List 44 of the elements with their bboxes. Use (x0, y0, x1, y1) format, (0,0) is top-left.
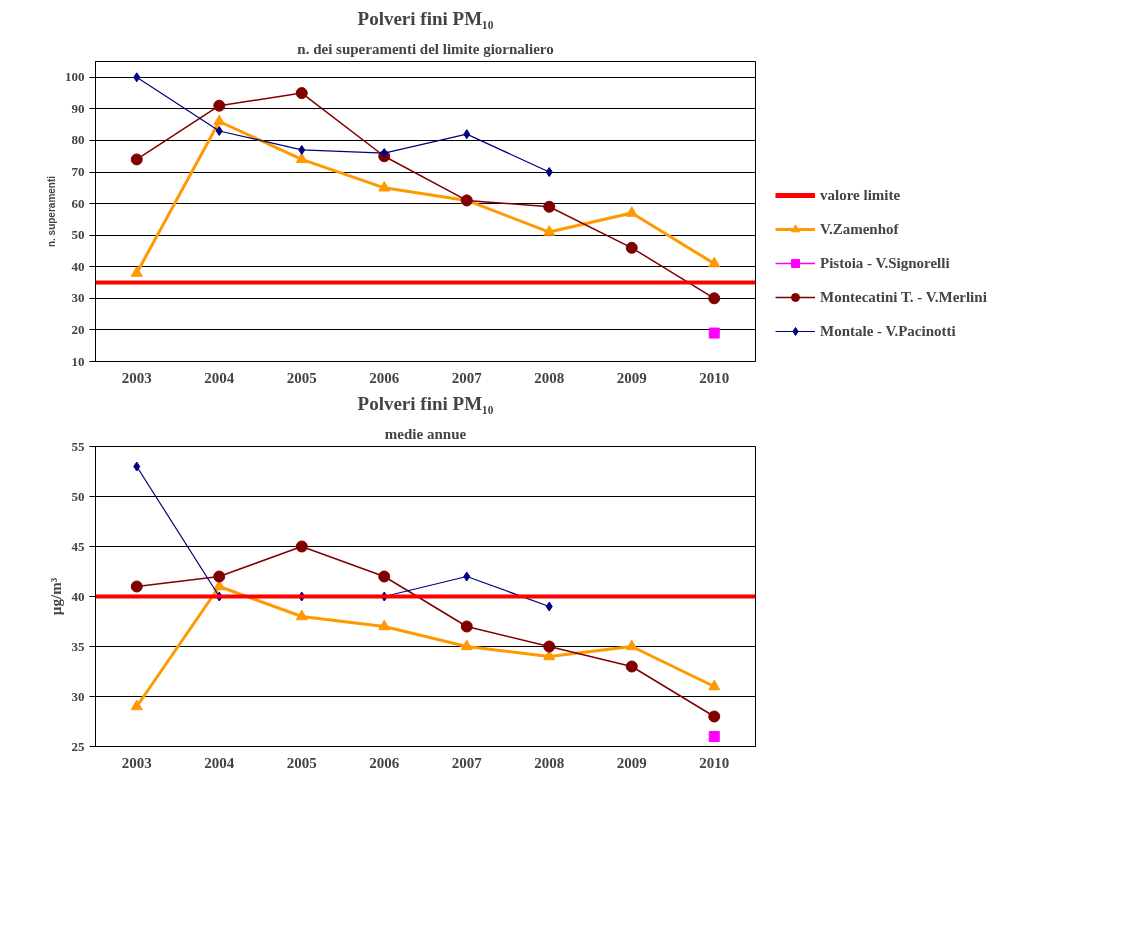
legend-label: valore limite (820, 186, 901, 204)
x-tick-label: 2009 (616, 754, 647, 771)
y-tick-label: 50 (71, 488, 85, 504)
x-tick-label: 2007 (451, 369, 483, 386)
chart-subtitle: medie annue (384, 425, 467, 442)
y-tick-label: 50 (71, 227, 85, 243)
y-tick-label: 45 (71, 538, 85, 554)
x-tick-label: 2004 (204, 754, 235, 771)
y-tick-label: 55 (71, 438, 85, 454)
y-tick-label: 20 (71, 321, 85, 337)
chart-title: Polveri fini PM₁₀ (357, 7, 494, 29)
chart-title: Polveri fini PM₁₀ (357, 392, 494, 414)
x-tick-label: 2007 (451, 754, 483, 771)
y-tick-label: 30 (71, 290, 85, 306)
x-tick-label: 2010 (699, 754, 730, 771)
y-tick-label: 70 (71, 164, 85, 180)
x-tick-label: 2003 (121, 754, 152, 771)
x-tick-label: 2005 (286, 754, 317, 771)
y-tick-label: 80 (71, 132, 85, 148)
legend-label: V.Zamenhof (820, 220, 899, 238)
y-tick-label: 60 (71, 195, 85, 211)
y-tick-label: 90 (71, 100, 85, 116)
x-tick-label: 2008 (534, 754, 565, 771)
y-tick-label: 30 (71, 688, 85, 704)
y-tick-label: 35 (71, 638, 85, 654)
legend-label: Pistoia - V.Signorelli (820, 254, 950, 272)
y-axis-title: n. superamenti (46, 175, 57, 248)
x-tick-label: 2006 (369, 369, 400, 386)
y-tick-label: 40 (71, 258, 85, 274)
x-tick-label: 2003 (121, 369, 152, 386)
x-tick-label: 2008 (534, 369, 565, 386)
legend-label: Montecatini T. - V.Merlini (820, 288, 987, 306)
chart-subtitle: n. dei superamenti del limite giornaliero (297, 40, 554, 57)
x-tick-label: 2010 (699, 369, 730, 386)
y-axis-title: µg/m³ (47, 577, 64, 616)
y-tick-label: 100 (65, 69, 85, 85)
x-tick-label: 2006 (369, 754, 400, 771)
y-tick-label: 10 (71, 353, 85, 369)
y-tick-label: 25 (71, 738, 85, 754)
x-tick-label: 2009 (616, 369, 647, 386)
legend-label: Montale - V.Pacinotti (820, 322, 956, 340)
x-tick-label: 2004 (204, 369, 235, 386)
y-tick-label: 40 (71, 588, 85, 604)
x-tick-label: 2005 (286, 369, 317, 386)
